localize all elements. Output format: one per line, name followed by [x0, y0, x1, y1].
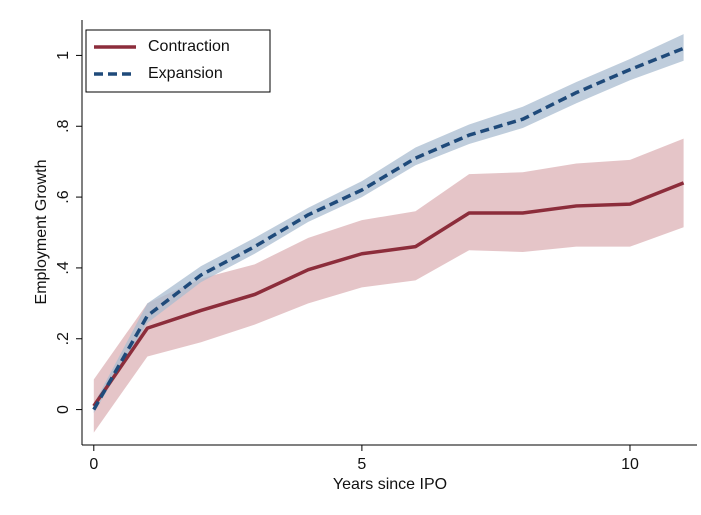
legend-label: Expansion — [148, 65, 223, 82]
x-axis-label: Years since IPO — [333, 476, 447, 493]
y-tick-label: .6 — [55, 190, 72, 203]
y-tick-label: .4 — [55, 261, 72, 274]
legend-label: Contraction — [148, 38, 230, 55]
x-tick-label: 10 — [621, 456, 639, 473]
y-axis-label: Employment Growth — [33, 160, 50, 305]
y-tick-label: 1 — [55, 51, 72, 60]
legend-box — [85, 29, 271, 93]
series-line — [92, 46, 685, 411]
x-tick-label: 5 — [357, 456, 366, 473]
y-tick-label: .2 — [55, 332, 72, 345]
x-tick-label: 0 — [89, 456, 98, 473]
series-line — [92, 181, 685, 408]
y-tick-label: .8 — [55, 119, 72, 132]
legend: Contraction Expansion — [85, 29, 271, 93]
y-tick-label: 0 — [55, 405, 72, 414]
